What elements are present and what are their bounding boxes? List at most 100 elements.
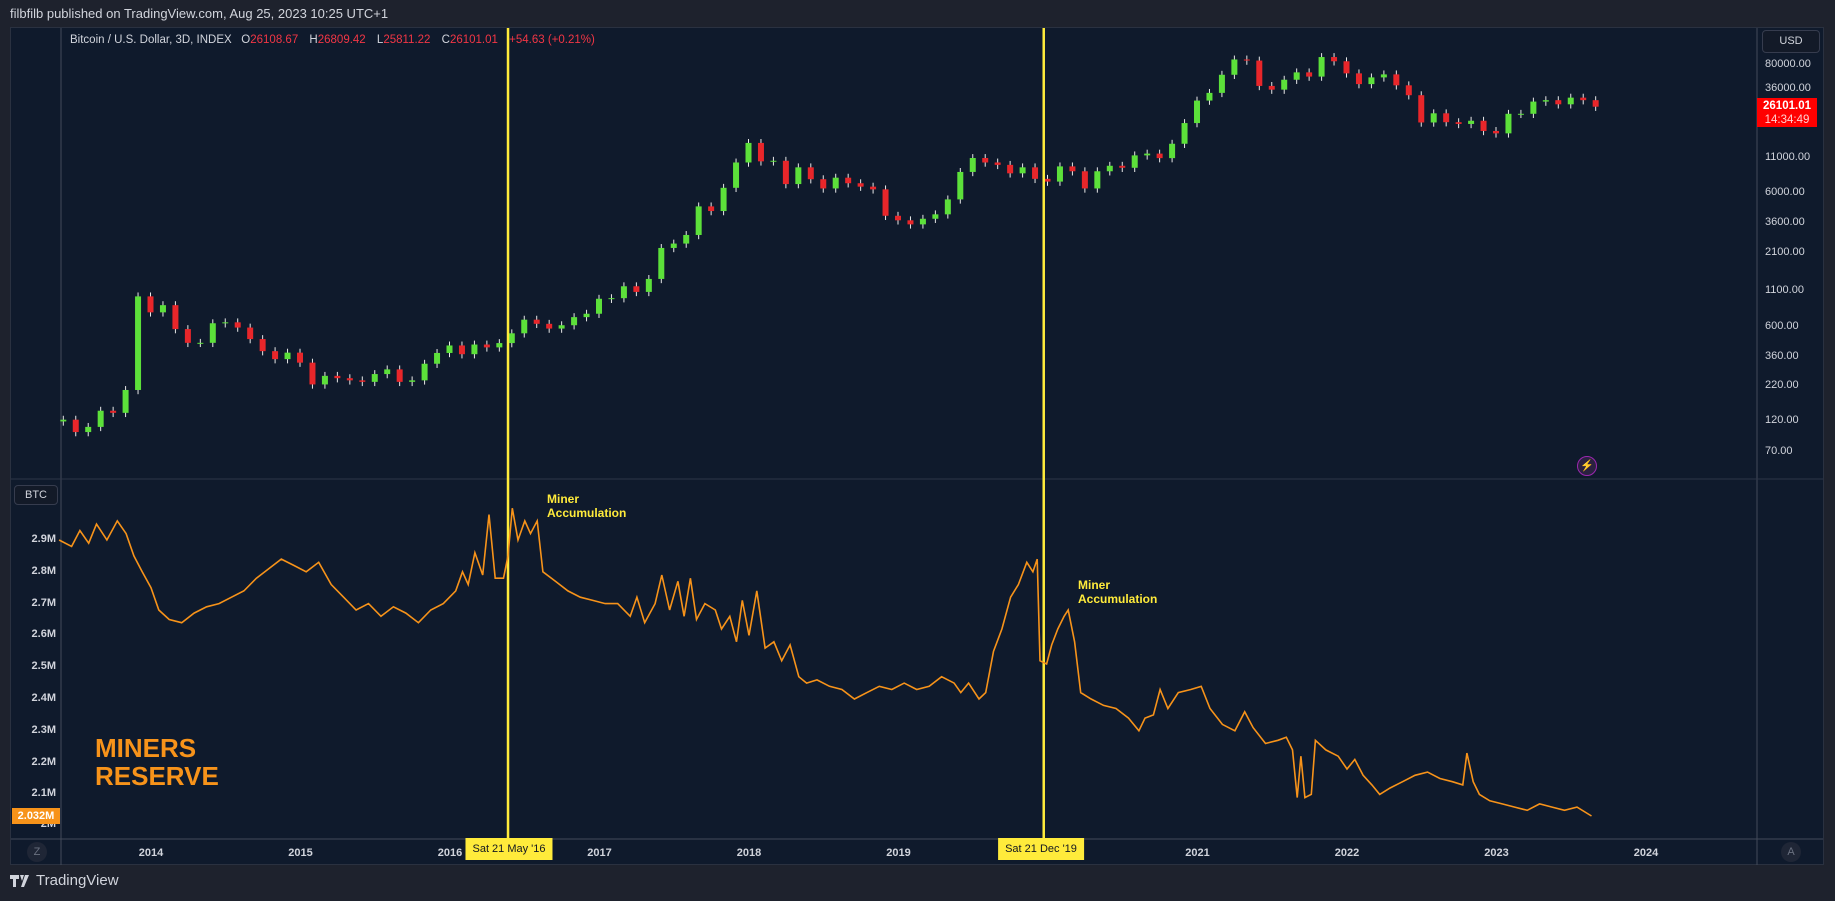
reserve-axis-tick: 2.8M (31, 564, 56, 577)
candle (284, 352, 291, 360)
candle (583, 313, 590, 318)
candle (1081, 171, 1088, 189)
candle (770, 160, 777, 162)
bar-countdown: 14:34:49 (1764, 114, 1810, 126)
candle (184, 329, 191, 343)
candle (919, 218, 926, 225)
time-axis-tick: 2014 (138, 847, 164, 859)
price-axis-tick: 1100.00 (1765, 284, 1804, 296)
reserve-axis-tick: 2.4M (31, 692, 56, 704)
candle (321, 375, 328, 385)
candle (658, 247, 665, 279)
candle (720, 187, 727, 212)
unit-button[interactable]: BTC (14, 485, 58, 505)
candle (1393, 74, 1400, 86)
candle (1517, 113, 1524, 115)
lightning-icon[interactable]: ⚡ (1577, 456, 1597, 476)
tradingview-logo-icon (10, 874, 29, 887)
time-axis-tick: 2024 (1633, 847, 1659, 859)
candle (346, 378, 353, 381)
candle (1318, 57, 1325, 77)
high-key: H (309, 34, 318, 46)
reserve-axis-tick: 2.2M (31, 755, 56, 768)
candle (508, 333, 515, 344)
candle (1355, 73, 1362, 85)
brand-name: TradingView (36, 872, 119, 889)
candle (645, 278, 652, 292)
candle (782, 160, 789, 185)
candle (1293, 72, 1300, 80)
candle (135, 296, 142, 390)
reserve-axis-tick: 2.5M (31, 660, 56, 673)
candle (1430, 113, 1437, 123)
vertical-markers (506, 28, 1045, 840)
open-key: O (241, 34, 251, 46)
auto-scale-button[interactable]: A (1781, 842, 1801, 862)
candle (944, 199, 951, 215)
candle (483, 344, 490, 348)
open-value: 26108.67 (250, 34, 299, 46)
reserve-axis-tick: 2.9M (31, 533, 56, 545)
candle (932, 214, 939, 219)
candle (1019, 167, 1026, 174)
candle (521, 319, 528, 334)
candle (110, 410, 117, 413)
candle (1194, 100, 1201, 124)
time-axis-tick: 2018 (736, 847, 762, 859)
candle (1580, 97, 1587, 101)
candle (97, 410, 104, 427)
candle (1368, 77, 1375, 85)
price-axis-tick: 36000.00 (1765, 82, 1811, 94)
candle (708, 206, 715, 212)
candle (1119, 165, 1126, 168)
last-reserve-tag: 2.032M (12, 808, 60, 824)
footer-brand[interactable]: TradingView (10, 872, 119, 889)
candle (259, 339, 266, 352)
reserve-axis-tick: 2.1M (31, 787, 56, 800)
candle (122, 389, 129, 413)
candle (1567, 97, 1574, 105)
time-axis-tick: 2019 (886, 847, 911, 859)
candle (197, 342, 204, 344)
candle (471, 344, 478, 355)
candle (172, 305, 179, 330)
change-value: +54.63 (+0.21%) (509, 34, 595, 46)
candle (85, 426, 92, 433)
candle (1131, 155, 1138, 168)
candle (982, 158, 989, 163)
candle (159, 305, 166, 313)
candle (396, 369, 403, 382)
candle (1443, 113, 1450, 123)
candle (421, 363, 428, 381)
candle (1493, 130, 1500, 134)
candle (546, 323, 553, 329)
time-axis-tick: 2016 (437, 847, 463, 859)
price-axis-tick: 11000.00 (1765, 151, 1811, 163)
candle (907, 220, 914, 225)
candle (683, 234, 690, 244)
candle (608, 298, 615, 300)
candle (1268, 85, 1275, 90)
candle (1405, 85, 1412, 96)
candle (832, 177, 839, 189)
candle (1555, 100, 1562, 105)
candle (1243, 59, 1250, 61)
high-value: 26809.42 (317, 34, 366, 46)
price-axis-tick: 3600.00 (1765, 216, 1805, 228)
candle (1032, 167, 1039, 179)
reserve-axis-tick: 2.6M (31, 628, 56, 641)
close-value: 26101.01 (449, 34, 498, 46)
candle (1007, 164, 1014, 174)
marker-date-tag-1: Sat 21 May '16 (465, 838, 553, 860)
chart-panel[interactable] (10, 27, 1824, 865)
candle (670, 243, 677, 248)
candle (446, 345, 453, 353)
candle (1231, 59, 1238, 75)
price-axis-tick: 220.00 (1765, 379, 1799, 391)
candle (1418, 95, 1425, 123)
currency-button[interactable]: USD (1762, 30, 1820, 53)
candle (1144, 153, 1151, 156)
zoom-toggle-button[interactable]: Z (27, 842, 47, 862)
candle (1505, 113, 1512, 134)
